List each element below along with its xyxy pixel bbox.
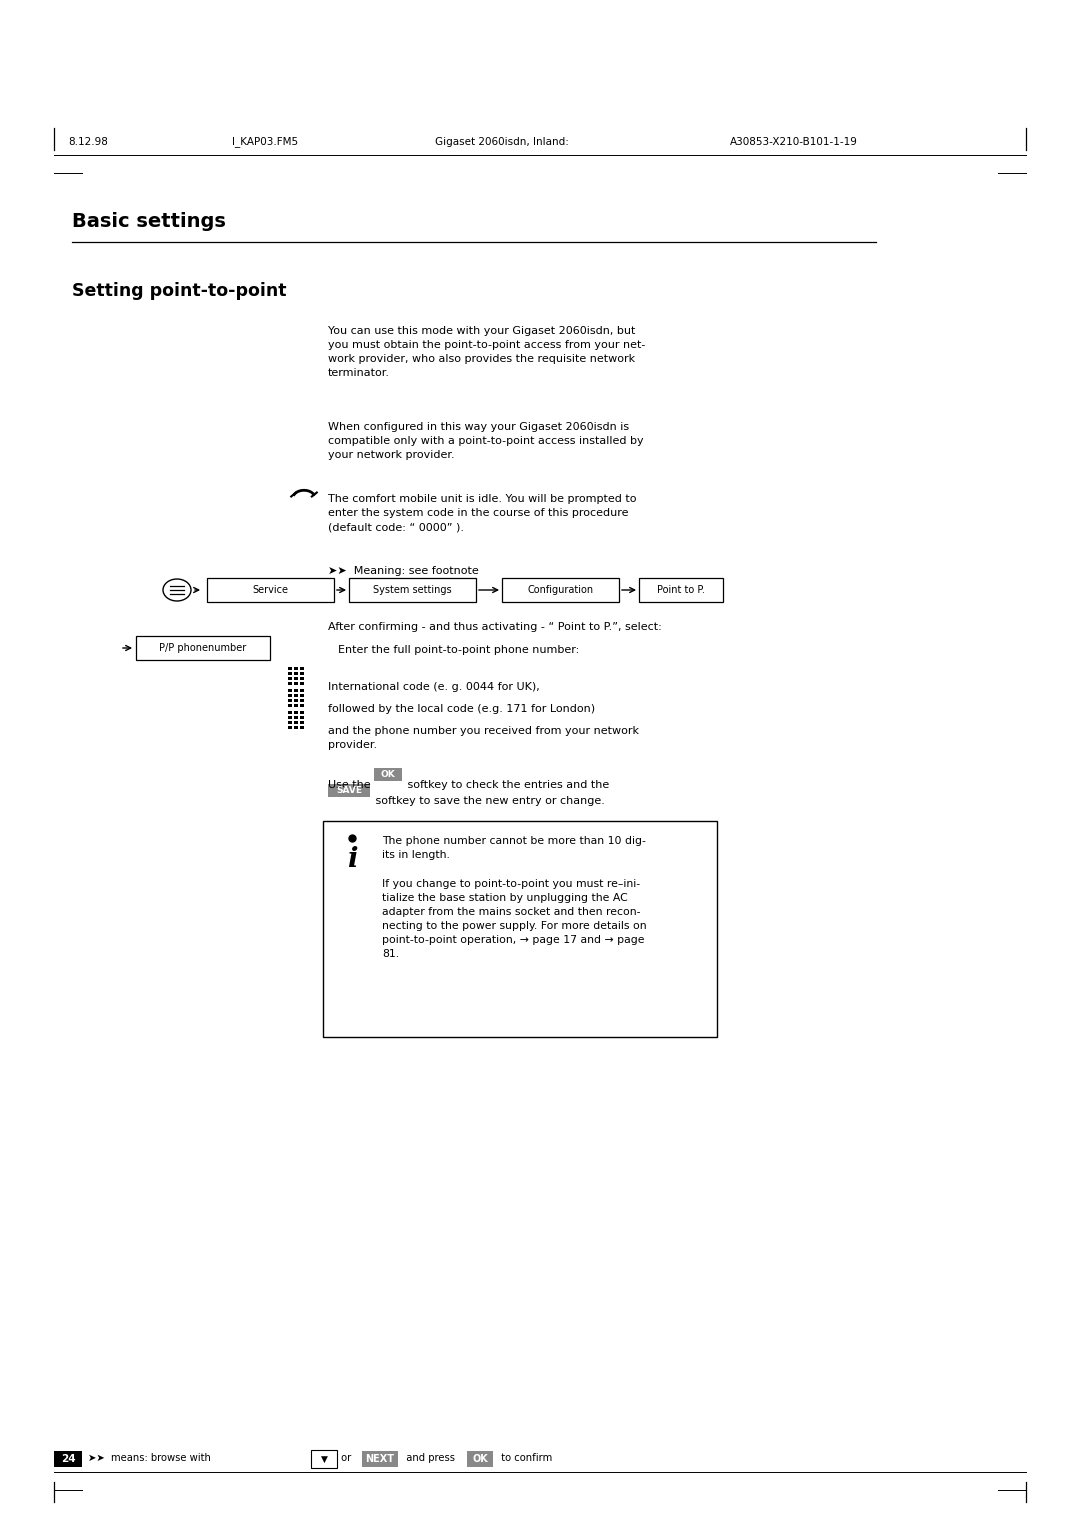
Bar [300, 677, 303, 680]
Bar [288, 711, 292, 714]
Text: Configuration: Configuration [527, 585, 594, 594]
Text: The phone number cannot be more than 10 dig-
its in length.: The phone number cannot be more than 10 … [382, 836, 646, 860]
Bar [300, 668, 303, 669]
Bar [288, 681, 292, 685]
Bar [300, 704, 303, 707]
Bar [294, 694, 298, 697]
Text: Basic settings: Basic settings [72, 212, 226, 231]
FancyBboxPatch shape [207, 578, 334, 602]
FancyBboxPatch shape [311, 1450, 337, 1468]
FancyBboxPatch shape [323, 821, 717, 1038]
Bar [300, 694, 303, 697]
FancyBboxPatch shape [467, 1452, 492, 1467]
Text: Point to P.: Point to P. [657, 585, 705, 594]
Text: SAVE: SAVE [336, 785, 362, 795]
Text: ▼: ▼ [321, 1455, 327, 1464]
Bar [288, 726, 292, 729]
Bar [288, 704, 292, 707]
Text: NEXT: NEXT [365, 1455, 394, 1464]
Bar [288, 698, 292, 701]
Bar [300, 698, 303, 701]
Bar [294, 672, 298, 675]
Bar [288, 677, 292, 680]
Text: and press: and press [400, 1453, 461, 1462]
Text: OK: OK [472, 1455, 488, 1464]
Text: System settings: System settings [374, 585, 451, 594]
Text: 24: 24 [60, 1455, 76, 1464]
Text: ➤➤  Meaning: see footnote: ➤➤ Meaning: see footnote [328, 565, 478, 576]
Bar [294, 668, 298, 669]
Bar [300, 672, 303, 675]
Bar [288, 717, 292, 720]
Text: Gigaset 2060isdn, Inland:: Gigaset 2060isdn, Inland: [435, 138, 569, 147]
Text: to confirm: to confirm [495, 1453, 552, 1462]
Text: softkey to check the entries and the: softkey to check the entries and the [404, 779, 609, 790]
Bar [294, 677, 298, 680]
Bar [300, 711, 303, 714]
Text: After confirming - and thus activating - “ Point to P.”, select:: After confirming - and thus activating -… [328, 622, 662, 633]
FancyBboxPatch shape [328, 784, 370, 798]
Text: Setting point-to-point: Setting point-to-point [72, 283, 286, 299]
Bar [288, 721, 292, 724]
Bar [294, 698, 298, 701]
Bar [300, 726, 303, 729]
FancyBboxPatch shape [639, 578, 723, 602]
FancyBboxPatch shape [362, 1452, 399, 1467]
FancyBboxPatch shape [349, 578, 476, 602]
Text: You can use this mode with your Gigaset 2060isdn, but
you must obtain the point-: You can use this mode with your Gigaset … [328, 325, 646, 377]
Text: A30853-X210-B101-1-19: A30853-X210-B101-1-19 [730, 138, 858, 147]
Text: i: i [347, 847, 357, 872]
Bar [294, 721, 298, 724]
Text: I_KAP03.FM5: I_KAP03.FM5 [232, 136, 298, 148]
Text: followed by the local code (e.g. 171 for London): followed by the local code (e.g. 171 for… [328, 704, 595, 714]
Bar [294, 726, 298, 729]
FancyBboxPatch shape [54, 1452, 82, 1467]
Text: When configured in this way your Gigaset 2060isdn is
compatible only with a poin: When configured in this way your Gigaset… [328, 422, 644, 460]
Text: If you change to point-to-point you must re–ini-
tialize the base station by unp: If you change to point-to-point you must… [382, 879, 647, 960]
Bar [294, 711, 298, 714]
FancyBboxPatch shape [374, 769, 402, 781]
Text: P/P phonenumber: P/P phonenumber [160, 643, 246, 652]
Bar [300, 681, 303, 685]
Bar [294, 704, 298, 707]
Bar [288, 689, 292, 692]
FancyBboxPatch shape [136, 636, 270, 660]
Bar [294, 681, 298, 685]
Bar [300, 721, 303, 724]
Text: International code (e. g. 0044 for UK),: International code (e. g. 0044 for UK), [328, 681, 540, 692]
Bar [294, 717, 298, 720]
Bar [294, 689, 298, 692]
Bar [300, 689, 303, 692]
Bar [288, 672, 292, 675]
Bar [300, 717, 303, 720]
Text: Use the: Use the [328, 779, 374, 790]
Text: ➤➤  means: browse with: ➤➤ means: browse with [87, 1453, 211, 1462]
FancyBboxPatch shape [502, 578, 619, 602]
Text: 8.12.98: 8.12.98 [68, 138, 108, 147]
Text: or: or [338, 1453, 354, 1462]
Text: and the phone number you received from your network
provider.: and the phone number you received from y… [328, 726, 639, 750]
Text: softkey to save the new entry or change.: softkey to save the new entry or change. [372, 796, 605, 805]
Text: OK: OK [380, 770, 395, 779]
Bar [288, 668, 292, 669]
Bar [288, 694, 292, 697]
Text: Service: Service [253, 585, 288, 594]
Text: The comfort mobile unit is idle. You will be prompted to
enter the system code i: The comfort mobile unit is idle. You wil… [328, 494, 636, 532]
Text: Enter the full point-to-point phone number:: Enter the full point-to-point phone numb… [338, 645, 579, 656]
